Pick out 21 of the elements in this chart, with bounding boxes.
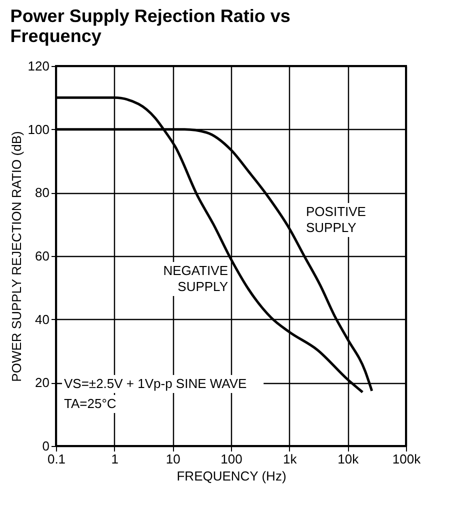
y-tick-label: 100: [28, 122, 50, 137]
annotation: VS=±2.5V + 1Vp-p SINE WAVE: [64, 376, 248, 391]
x-tick-label: 10k: [338, 452, 360, 466]
x-axis-title: FREQUENCY (Hz): [176, 468, 286, 484]
y-tick-label: 20: [35, 375, 50, 390]
x-tick-label: 100: [220, 452, 242, 466]
x-tick-label: 0.1: [47, 452, 66, 466]
annotation: POSITIVE SUPPLY: [306, 204, 366, 235]
annotation: TA=25°C: [64, 396, 116, 411]
x-tick-label: 1: [111, 452, 118, 466]
chart-title: Power Supply Rejection Ratio vs Frequency: [10, 6, 290, 46]
x-tick-label: 100k: [392, 452, 422, 466]
y-tick-label: 80: [35, 185, 50, 200]
annotation: NEGATIVE SUPPLY: [163, 263, 228, 294]
y-tick-label: 0: [42, 438, 50, 454]
y-tick-label: 40: [35, 312, 50, 327]
y-axis-title: POWER SUPPLY REJECTION RATIO (dB): [8, 131, 24, 382]
y-tick-label: 120: [28, 58, 50, 74]
x-tick-label: 10: [166, 452, 180, 466]
y-tick-label: 60: [35, 248, 50, 264]
x-tick-label: 1k: [282, 452, 298, 466]
